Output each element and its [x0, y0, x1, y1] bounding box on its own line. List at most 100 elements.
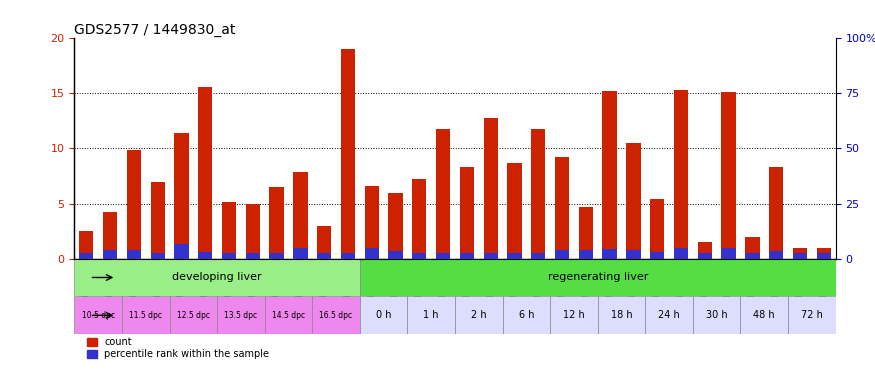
Bar [127, 150, 141, 258]
Text: 18 h: 18 h [611, 310, 633, 320]
Bar [484, 118, 498, 258]
Bar [174, 133, 189, 258]
FancyBboxPatch shape [74, 258, 360, 296]
Bar [674, 248, 688, 258]
Bar [317, 253, 332, 258]
FancyBboxPatch shape [265, 296, 312, 334]
FancyBboxPatch shape [74, 296, 122, 334]
Bar [270, 253, 284, 258]
Text: GDS2577 / 1449830_at: GDS2577 / 1449830_at [74, 23, 235, 37]
Text: developing liver: developing liver [172, 273, 262, 283]
Bar [555, 250, 570, 258]
Bar [293, 172, 307, 258]
Bar [697, 253, 712, 258]
Text: 12 h: 12 h [564, 310, 584, 320]
FancyBboxPatch shape [740, 296, 788, 334]
Bar [578, 250, 593, 258]
Text: regenerating liver: regenerating liver [548, 273, 648, 283]
Text: 30 h: 30 h [706, 310, 727, 320]
Bar [127, 250, 141, 258]
Bar [246, 253, 260, 258]
Bar [816, 253, 831, 258]
Bar [388, 251, 402, 258]
FancyBboxPatch shape [598, 296, 646, 334]
FancyBboxPatch shape [693, 296, 740, 334]
Bar [198, 252, 213, 258]
Bar [793, 253, 807, 258]
Bar [79, 253, 94, 258]
Bar [436, 129, 451, 258]
Bar [341, 253, 355, 258]
FancyBboxPatch shape [408, 296, 455, 334]
Bar [697, 242, 712, 258]
Bar [674, 90, 688, 258]
Text: 6 h: 6 h [519, 310, 534, 320]
FancyBboxPatch shape [360, 296, 408, 334]
Bar [721, 248, 736, 258]
Bar [270, 187, 284, 258]
Bar [555, 157, 570, 258]
Bar [769, 251, 783, 258]
Bar [626, 250, 640, 258]
Bar [603, 91, 617, 258]
Text: 1 h: 1 h [424, 310, 439, 320]
Bar [507, 253, 522, 258]
Bar [746, 253, 760, 258]
Bar [222, 253, 236, 258]
FancyBboxPatch shape [455, 296, 502, 334]
FancyBboxPatch shape [170, 296, 217, 334]
FancyBboxPatch shape [217, 296, 265, 334]
Bar [650, 199, 664, 258]
Bar [103, 250, 117, 258]
Text: 14.5 dpc: 14.5 dpc [272, 311, 305, 320]
Bar [721, 92, 736, 258]
Bar [459, 253, 474, 258]
Bar [412, 179, 426, 258]
Bar [578, 207, 593, 258]
Bar [603, 249, 617, 258]
FancyBboxPatch shape [646, 296, 693, 334]
Bar [816, 248, 831, 258]
Text: 11.5 dpc: 11.5 dpc [130, 311, 162, 320]
Bar [222, 202, 236, 258]
Text: 12.5 dpc: 12.5 dpc [177, 311, 210, 320]
Bar [436, 253, 451, 258]
FancyBboxPatch shape [122, 296, 170, 334]
Bar [103, 212, 117, 258]
Bar [626, 143, 640, 258]
Bar [198, 87, 213, 258]
Bar [484, 253, 498, 258]
Bar [341, 50, 355, 258]
Bar [79, 231, 94, 258]
Bar [174, 244, 189, 258]
Text: 2 h: 2 h [471, 310, 487, 320]
Text: 72 h: 72 h [801, 310, 822, 320]
Text: 0 h: 0 h [376, 310, 391, 320]
Bar [531, 129, 545, 258]
FancyBboxPatch shape [312, 296, 360, 334]
Bar [412, 253, 426, 258]
Bar [150, 182, 164, 258]
Bar [365, 186, 379, 258]
FancyBboxPatch shape [502, 296, 550, 334]
Bar [507, 163, 522, 258]
FancyBboxPatch shape [788, 296, 836, 334]
Text: 24 h: 24 h [658, 310, 680, 320]
Text: 48 h: 48 h [753, 310, 775, 320]
Legend: count, percentile rank within the sample: count, percentile rank within the sample [87, 338, 270, 359]
Bar [793, 248, 807, 258]
Bar [150, 253, 164, 258]
Bar [388, 192, 402, 258]
FancyBboxPatch shape [550, 296, 598, 334]
Bar [317, 225, 332, 258]
Text: 10.5 dpc: 10.5 dpc [81, 311, 115, 320]
Bar [769, 167, 783, 258]
Bar [246, 204, 260, 258]
Bar [746, 237, 760, 258]
Bar [650, 252, 664, 258]
Bar [365, 248, 379, 258]
Text: 16.5 dpc: 16.5 dpc [319, 311, 353, 320]
Text: 13.5 dpc: 13.5 dpc [224, 311, 257, 320]
Bar [293, 248, 307, 258]
Bar [531, 253, 545, 258]
